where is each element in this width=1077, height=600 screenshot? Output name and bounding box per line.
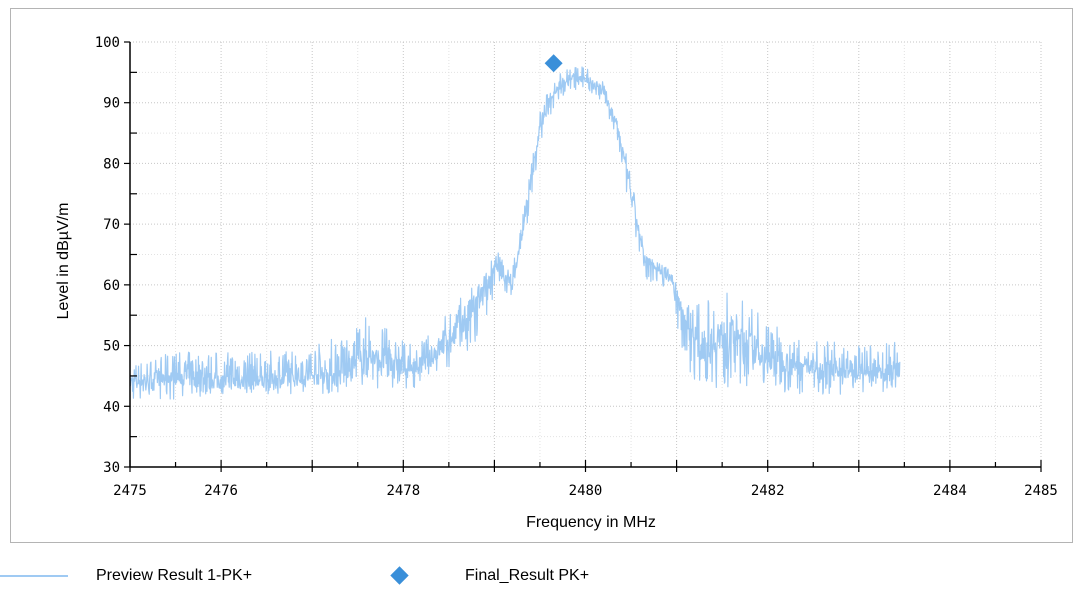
final-result-markers	[544, 54, 563, 73]
x-tick-label: 2484	[933, 483, 967, 499]
x-tick-label: 2478	[386, 483, 420, 499]
y-tick-label: 50	[103, 339, 120, 355]
y-axis-label: Level in dBµV/m	[55, 203, 72, 320]
y-tick-label: 90	[103, 96, 120, 112]
y-tick-label: 100	[95, 35, 120, 51]
x-tick-label: 2482	[751, 483, 785, 499]
tick-labels: 30 40 50 60 70 80 90 100 2475 2476 2478 2480 2482 248…	[95, 35, 1058, 499]
x-tick-label: 2475	[113, 483, 147, 499]
legend-item-preview: Preview Result 1-PK+	[0, 556, 320, 596]
grid	[130, 41, 1042, 467]
y-tick-label: 40	[103, 399, 120, 415]
diamond-marker-icon	[390, 566, 409, 585]
x-tick-label: 2476	[204, 483, 238, 499]
legend-label: Preview Result 1-PK+	[96, 567, 253, 584]
chart-svg: 30 40 50 60 70 80 90 100 2475 2476 2478 2480 2482 248…	[55, 35, 1058, 531]
y-tick-label: 80	[103, 156, 120, 172]
y-tick-label: 60	[103, 278, 120, 294]
x-axis-label: Frequency in MHz	[526, 514, 656, 531]
legend: Preview Result 1-PK+ Final_Result PK+	[0, 556, 1077, 596]
x-tick-label: 2480	[569, 483, 603, 499]
preview-result-trace	[129, 66, 901, 400]
final-result-point	[544, 54, 563, 73]
legend-label: Final_Result PK+	[465, 567, 590, 584]
line-swatch-icon	[0, 575, 68, 577]
legend-item-final: Final_Result PK+	[385, 556, 705, 596]
x-tick-label: 2485	[1024, 483, 1058, 499]
axes	[124, 41, 1042, 472]
y-tick-label: 70	[103, 217, 120, 233]
y-tick-label: 30	[103, 460, 120, 476]
chart-frame: 30 40 50 60 70 80 90 100 2475 2476 2478 2480 2482 248…	[10, 8, 1073, 543]
preview-result-line	[129, 66, 901, 400]
